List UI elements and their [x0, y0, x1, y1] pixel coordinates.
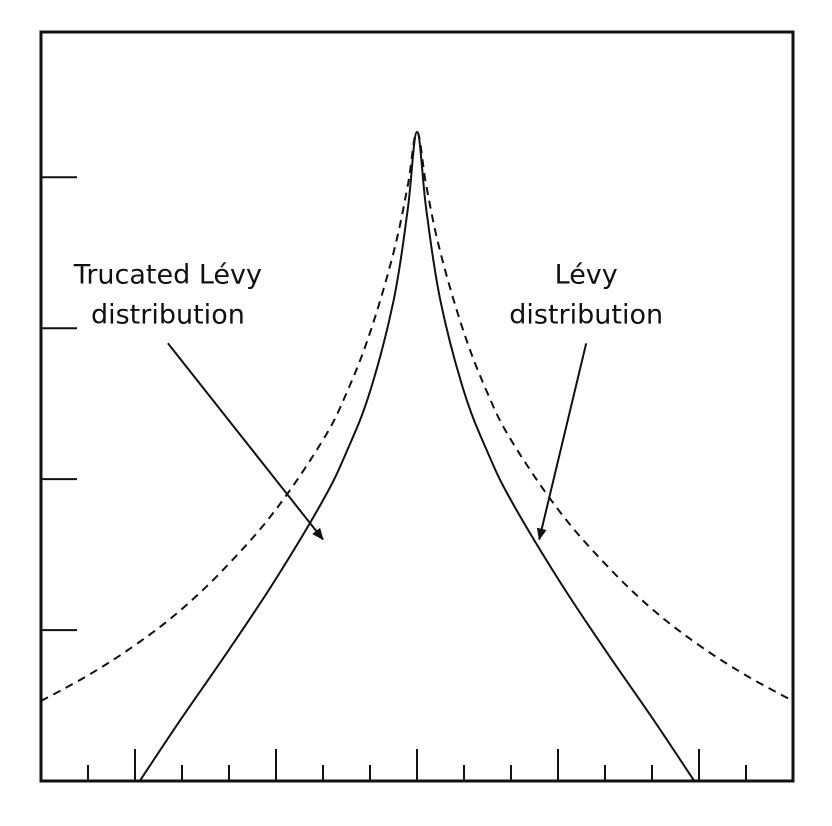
- annotation-1-line-1: Trucated Lévy: [73, 259, 262, 290]
- annotation-layer: Trucated Lévy distribution Lévy distributio…: [73, 259, 663, 541]
- annotation-2-line-2: distribution: [509, 299, 663, 330]
- truncated-levy-series-line: [138, 130, 696, 782]
- annotation-2-line-1: Lévy: [555, 259, 618, 290]
- annotation-2-arrow: [536, 343, 588, 541]
- y-axis-ticks: [41, 176, 77, 632]
- levy-series-line: [40, 130, 794, 702]
- series-layer: [40, 130, 794, 782]
- plot-frame: [39, 30, 795, 783]
- x-axis-ticks: [87, 749, 747, 781]
- annotation-1-line-2: distribution: [91, 299, 245, 330]
- annotation-1-arrow: [167, 342, 324, 541]
